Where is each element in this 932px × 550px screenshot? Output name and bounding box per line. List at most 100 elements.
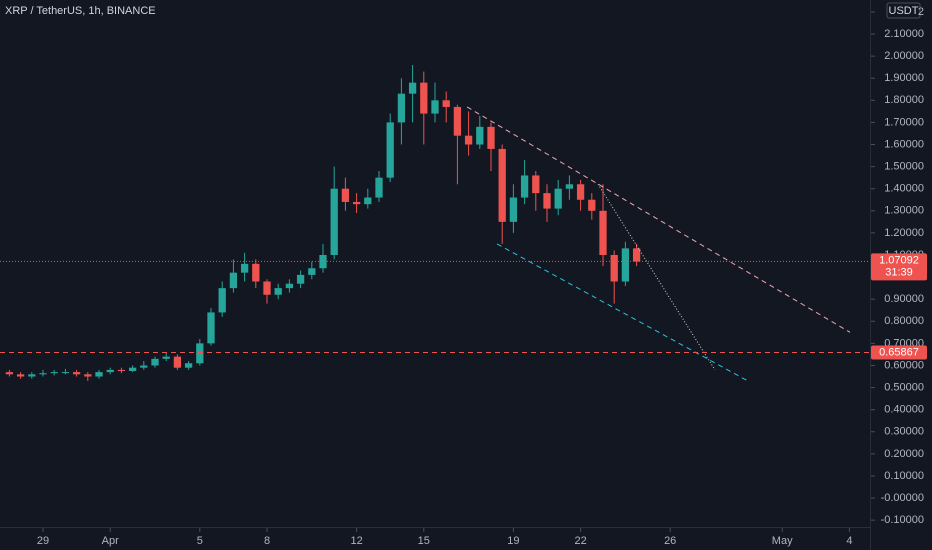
candle-body bbox=[476, 126, 484, 145]
x-tick-label: 12 bbox=[350, 535, 362, 547]
x-tick-label: 5 bbox=[197, 535, 203, 547]
x-tick-label: May bbox=[772, 535, 793, 547]
y-tick-label: 0.20000 bbox=[884, 448, 924, 460]
y-tick-label: 2.10000 bbox=[884, 28, 924, 40]
candle-body bbox=[106, 369, 114, 373]
candle-body bbox=[252, 263, 260, 282]
candle-body bbox=[442, 100, 450, 107]
y-tick-label: -0.10000 bbox=[881, 514, 924, 526]
x-tick-label: 22 bbox=[574, 535, 586, 547]
candle-body bbox=[319, 254, 327, 269]
y-tick-label: 1.90000 bbox=[884, 72, 924, 84]
y-tick-label: 1.40000 bbox=[884, 183, 924, 195]
candle-body bbox=[375, 177, 383, 198]
candle-body bbox=[599, 210, 607, 255]
y-tick-label: 2 bbox=[918, 6, 924, 18]
candle-body bbox=[408, 82, 417, 94]
candle-body bbox=[84, 374, 92, 377]
candle-body bbox=[72, 372, 81, 375]
candle-body bbox=[196, 343, 204, 364]
x-tick-label: 19 bbox=[507, 535, 519, 547]
y-tick-label: 0.90000 bbox=[884, 293, 924, 305]
candle-body bbox=[431, 100, 439, 114]
candle-body bbox=[453, 106, 462, 136]
y-tick-label: 2.00000 bbox=[884, 50, 924, 62]
candle-body bbox=[386, 122, 394, 178]
candle-body bbox=[274, 288, 282, 295]
candle-body bbox=[532, 175, 540, 194]
x-tick-label: 8 bbox=[264, 535, 270, 547]
trend-line bbox=[496, 243, 749, 382]
y-tick-label: 1.70000 bbox=[884, 116, 924, 128]
level-tag bbox=[871, 345, 927, 360]
y-tick-label: 0.80000 bbox=[884, 315, 924, 327]
x-tick-label: 15 bbox=[418, 535, 430, 547]
candle-body bbox=[240, 263, 249, 273]
candle-body bbox=[28, 374, 36, 377]
candle-body bbox=[364, 197, 372, 205]
candle-body bbox=[39, 373, 47, 375]
y-tick-label: 1.50000 bbox=[884, 161, 924, 173]
candle-body bbox=[509, 197, 518, 222]
trend-line bbox=[597, 184, 716, 371]
candle-body bbox=[50, 372, 58, 374]
candle-body bbox=[621, 248, 630, 282]
candle-body bbox=[341, 188, 350, 202]
candle-body bbox=[520, 175, 529, 198]
y-tick-label: 1.20000 bbox=[884, 227, 924, 239]
candle-body bbox=[296, 274, 305, 284]
y-tick-label: 1.80000 bbox=[884, 94, 924, 106]
candle-body bbox=[397, 93, 406, 123]
countdown-label: 31:39 bbox=[885, 266, 913, 278]
candle-body bbox=[487, 126, 495, 149]
candle-body bbox=[95, 372, 103, 377]
x-tick-label: 29 bbox=[37, 535, 49, 547]
candle-body bbox=[554, 188, 562, 209]
candle-body bbox=[218, 288, 226, 313]
chart-title: XRP / TetherUS, 1h, BINANCE bbox=[5, 5, 156, 17]
candle-body bbox=[420, 82, 428, 114]
trend-line bbox=[466, 106, 851, 333]
candle-body bbox=[263, 281, 271, 295]
candle-body bbox=[128, 367, 137, 371]
candle-body bbox=[173, 356, 182, 368]
currency[interactable]: USDT bbox=[889, 5, 919, 17]
candle-body bbox=[16, 374, 25, 377]
candle-body bbox=[5, 372, 14, 375]
last-price-label: 1.07092 bbox=[879, 254, 919, 266]
y-tick-label: 0.60000 bbox=[884, 359, 924, 371]
candle-body bbox=[229, 272, 238, 289]
y-tick-label: 0.50000 bbox=[884, 381, 924, 393]
candle-body bbox=[117, 369, 126, 371]
candle-body bbox=[61, 372, 70, 374]
candle-body bbox=[151, 358, 159, 366]
x-tick-label: Apr bbox=[102, 535, 119, 547]
y-tick-label: 0.40000 bbox=[884, 404, 924, 416]
candle-body bbox=[352, 201, 361, 205]
x-tick-label: 4 bbox=[846, 535, 852, 547]
candle-body bbox=[610, 254, 618, 282]
y-tick-label: 0.10000 bbox=[884, 470, 924, 482]
candle-body bbox=[632, 248, 641, 262]
candle-body bbox=[140, 365, 148, 368]
candle-body bbox=[285, 283, 294, 289]
candle-body bbox=[162, 356, 170, 359]
candle-body bbox=[543, 193, 551, 209]
candle-body bbox=[184, 363, 193, 368]
x-tick-label: 26 bbox=[664, 535, 676, 547]
candle-body bbox=[330, 188, 338, 255]
y-tick-label: 1.60000 bbox=[884, 138, 924, 150]
candle-body bbox=[565, 184, 574, 189]
candle-body bbox=[464, 135, 473, 145]
candle-body bbox=[588, 199, 596, 211]
y-tick-label: 0.30000 bbox=[884, 426, 924, 438]
currency-box[interactable] bbox=[886, 2, 921, 19]
candle-body bbox=[308, 268, 316, 275]
level-label: 0.65867 bbox=[879, 346, 919, 358]
last-price-tag bbox=[871, 253, 927, 281]
candle-body bbox=[576, 184, 585, 200]
candle-body bbox=[207, 312, 215, 344]
y-tick-label: -0.00000 bbox=[881, 492, 924, 504]
